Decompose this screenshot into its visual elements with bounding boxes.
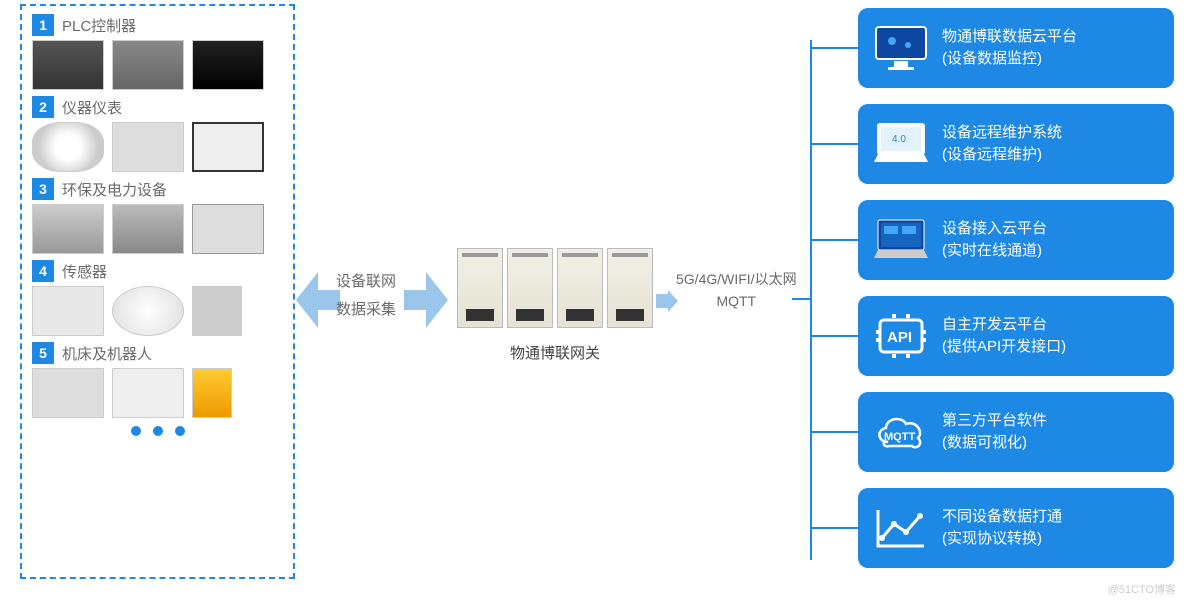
chart-line-icon [872, 502, 930, 554]
connector-stub-line [810, 239, 858, 241]
gateway-device-image [607, 248, 653, 328]
mqtt-cloud-icon: MQTT [872, 406, 930, 458]
instrument-image [112, 122, 184, 172]
gateway-device-image [557, 248, 603, 328]
category-title: 仪器仪表 [62, 97, 122, 118]
category-5: 5 机床及机器人 [32, 342, 283, 418]
connector-stub-line [810, 47, 858, 49]
robot-image [192, 368, 232, 418]
card-subtitle: (数据可视化) [942, 432, 1047, 454]
platform-cards: 物通博联数据云平台 (设备数据监控) 4.0 设备远程维护系统 (设备远程维护)… [858, 8, 1174, 568]
svg-text:4.0: 4.0 [892, 134, 906, 145]
gateway-device-image [457, 248, 503, 328]
connection-line1: 5G/4G/WIFI/以太网 [676, 268, 797, 290]
equipment-image [192, 204, 264, 254]
pagination-dot[interactable] [153, 426, 163, 436]
gateway-device-image [507, 248, 553, 328]
watermark: @51CTO博客 [1108, 581, 1176, 597]
card-cloud-platform: 物通博联数据云平台 (设备数据监控) [858, 8, 1174, 88]
connection-line2: MQTT [676, 290, 797, 312]
instrument-image [32, 122, 104, 172]
category-3: 3 环保及电力设备 [32, 178, 283, 254]
api-icon: API [872, 310, 930, 362]
category-4: 4 传感器 [32, 260, 283, 336]
gateway-label: 物通博联网关 [450, 342, 660, 363]
svg-text:API: API [887, 329, 912, 346]
category-2: 2 仪器仪表 [32, 96, 283, 172]
pagination-dot[interactable] [131, 426, 141, 436]
flow-label-line2: 数据采集 [336, 296, 396, 324]
pagination-dot[interactable] [175, 426, 185, 436]
category-title: 环保及电力设备 [62, 179, 167, 200]
category-number: 1 [32, 14, 54, 36]
plc-device-image [112, 40, 184, 90]
card-title: 第三方平台软件 [942, 410, 1047, 432]
category-title: 机床及机器人 [62, 343, 152, 364]
sensor-image [112, 286, 184, 336]
card-title: 设备远程维护系统 [942, 122, 1062, 144]
card-api-development: API 自主开发云平台 (提供API开发接口) [858, 296, 1174, 376]
category-title: 传感器 [62, 261, 107, 282]
laptop-dashboard-icon [872, 214, 930, 266]
card-title: 物通博联数据云平台 [942, 26, 1077, 48]
card-title: 不同设备数据打通 [942, 506, 1062, 528]
card-remote-maintenance: 4.0 设备远程维护系统 (设备远程维护) [858, 104, 1174, 184]
card-subtitle: (设备远程维护) [942, 144, 1062, 166]
card-device-access: 设备接入云平台 (实时在线通道) [858, 200, 1174, 280]
instrument-image [192, 122, 264, 172]
connection-label: 5G/4G/WIFI/以太网 MQTT [676, 268, 797, 312]
arrow-bidirectional-right-icon [404, 262, 448, 338]
category-number: 2 [32, 96, 54, 118]
plc-device-image [32, 40, 104, 90]
card-protocol-conversion: 不同设备数据打通 (实现协议转换) [858, 488, 1174, 568]
arrow-bidirectional-left-icon [296, 262, 340, 338]
monitor-icon [872, 22, 930, 74]
equipment-image [32, 204, 104, 254]
category-title: PLC控制器 [62, 15, 136, 36]
card-subtitle: (提供API开发接口) [942, 336, 1066, 358]
category-number: 5 [32, 342, 54, 364]
category-number: 4 [32, 260, 54, 282]
pagination-dots [32, 426, 283, 436]
connector-vertical-line [810, 40, 812, 560]
connector-stub-line [810, 143, 858, 145]
connector-main-line [792, 298, 812, 300]
gateway-cluster: 物通博联网关 [450, 248, 660, 363]
laptop-icon: 4.0 [872, 118, 930, 170]
device-categories-panel: 1 PLC控制器 2 仪器仪表 3 环保及电力设备 [20, 4, 295, 579]
flow-label: 设备联网 数据采集 [336, 268, 396, 324]
card-third-party: MQTT 第三方平台软件 (数据可视化) [858, 392, 1174, 472]
sensor-image [32, 286, 104, 336]
card-subtitle: (设备数据监控) [942, 48, 1077, 70]
plc-device-image [192, 40, 264, 90]
arrow-right-icon [656, 290, 678, 312]
connector-stub-line [810, 335, 858, 337]
flow-label-line1: 设备联网 [336, 268, 396, 296]
category-number: 3 [32, 178, 54, 200]
sensor-image [192, 286, 242, 336]
connector-stub-line [810, 527, 858, 529]
connector-stub-line [810, 431, 858, 433]
card-title: 自主开发云平台 [942, 314, 1066, 336]
robot-image [32, 368, 104, 418]
category-1: 1 PLC控制器 [32, 14, 283, 90]
card-subtitle: (实现协议转换) [942, 528, 1062, 550]
robot-image [112, 368, 184, 418]
card-subtitle: (实时在线通道) [942, 240, 1047, 262]
card-title: 设备接入云平台 [942, 218, 1047, 240]
equipment-image [112, 204, 184, 254]
svg-text:MQTT: MQTT [884, 431, 915, 443]
